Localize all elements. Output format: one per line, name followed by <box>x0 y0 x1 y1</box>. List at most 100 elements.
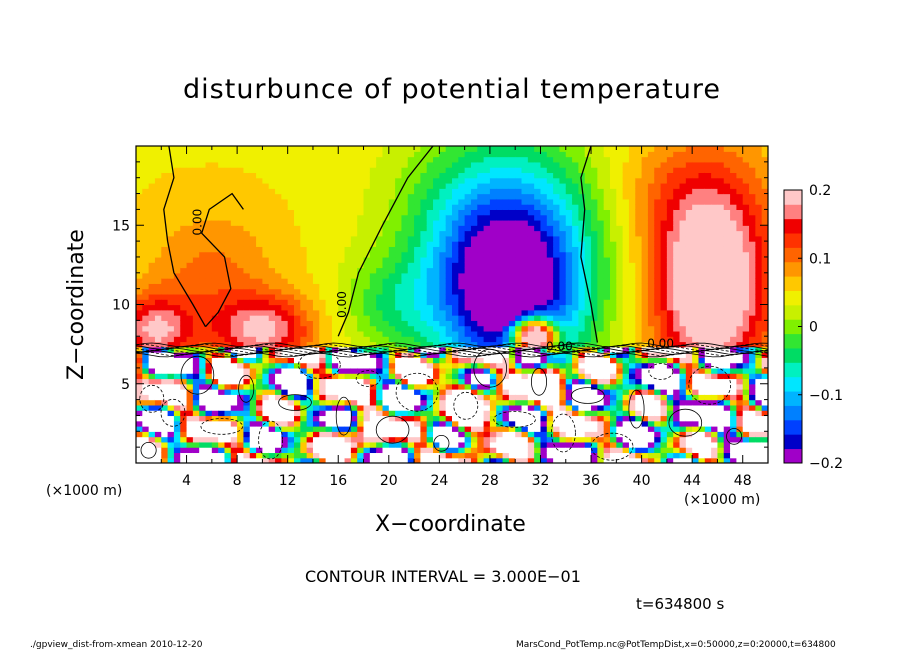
field-cell <box>521 267 529 274</box>
field-cell <box>584 341 592 348</box>
field-cell <box>489 246 497 253</box>
field-cell <box>464 441 472 448</box>
field-cell <box>388 410 396 417</box>
field-cell <box>540 410 548 417</box>
field-cell <box>565 383 573 390</box>
field-cell <box>148 325 156 332</box>
field-cell <box>382 278 390 284</box>
field-cell <box>572 341 579 348</box>
field-cell <box>401 420 409 427</box>
field-cell <box>167 457 175 463</box>
field-cell <box>584 404 592 411</box>
field-cell <box>218 404 226 411</box>
field-cell <box>136 383 143 390</box>
field-cell <box>546 394 554 401</box>
field-cell <box>654 251 662 258</box>
field-cell <box>603 452 611 459</box>
field-cell <box>281 182 289 189</box>
field-cell <box>388 378 396 385</box>
field-cell <box>572 156 579 163</box>
field-cell <box>331 336 339 343</box>
field-cell <box>224 188 232 195</box>
field-cell <box>167 404 175 411</box>
field-cell <box>407 256 415 263</box>
field-cell <box>325 230 333 237</box>
field-cell <box>584 431 592 438</box>
field-cell <box>407 172 415 179</box>
field-cell <box>546 315 554 321</box>
field-cell <box>483 299 491 306</box>
field-cell <box>445 262 453 269</box>
field-cell <box>591 415 598 422</box>
field-cell <box>477 288 485 295</box>
field-cell <box>357 188 365 195</box>
field-cell <box>496 452 504 459</box>
field-cell <box>610 431 617 438</box>
field-cell <box>167 426 175 432</box>
field-cell <box>591 182 598 189</box>
field-cell <box>603 293 611 300</box>
field-cell <box>483 447 491 454</box>
field-cell <box>199 452 207 459</box>
field-cell <box>205 447 213 454</box>
field-cell <box>275 352 282 358</box>
field-cell <box>230 410 238 417</box>
field-cell <box>426 373 434 380</box>
field-cell <box>635 167 643 174</box>
field-cell <box>635 330 643 337</box>
field-cell <box>192 362 200 369</box>
field-cell <box>546 219 554 226</box>
field-cell <box>654 304 662 311</box>
field-cell <box>312 415 320 422</box>
field-cell <box>382 241 390 247</box>
field-cell <box>148 204 156 210</box>
field-cell <box>559 383 567 390</box>
field-cell <box>382 431 390 438</box>
field-cell <box>142 193 150 200</box>
field-cell <box>628 278 636 284</box>
field-cell <box>610 330 617 337</box>
field-cell <box>559 256 567 263</box>
field-cell <box>249 246 257 253</box>
field-cell <box>565 373 573 380</box>
field-cell <box>654 267 662 274</box>
field-cell <box>616 251 624 258</box>
field-cell <box>211 352 219 358</box>
field-cell <box>489 394 497 401</box>
field-cell <box>654 177 662 184</box>
field-cell <box>161 309 169 316</box>
field-cell <box>420 457 428 463</box>
field-cell <box>534 214 542 221</box>
field-cell <box>553 267 561 274</box>
field-cell <box>249 431 257 438</box>
field-cell <box>483 399 491 406</box>
field-cell <box>218 182 226 189</box>
field-cell <box>610 378 617 385</box>
field-cell <box>388 362 396 369</box>
field-cell <box>515 410 523 417</box>
field-cell <box>338 404 346 411</box>
field-cell <box>584 367 592 374</box>
field-cell <box>180 161 188 168</box>
field-cell <box>439 420 447 427</box>
field-cell <box>369 151 377 158</box>
field-cell <box>395 320 403 327</box>
field-cell <box>654 431 662 438</box>
field-cell <box>452 336 459 343</box>
field-cell <box>256 188 263 195</box>
field-cell <box>445 283 453 290</box>
field-cell <box>433 415 440 422</box>
field-cell <box>186 367 194 374</box>
field-cell <box>470 251 478 258</box>
field-cell <box>616 367 624 374</box>
field-cell <box>294 378 301 385</box>
field-cell <box>186 341 194 348</box>
field-cell <box>161 288 169 295</box>
field-cell <box>622 304 630 311</box>
field-cell <box>433 219 440 226</box>
field-cell <box>578 457 586 463</box>
field-cell <box>395 251 403 258</box>
field-cell <box>312 357 320 364</box>
field-cell <box>527 278 535 284</box>
field-cell <box>584 188 592 195</box>
